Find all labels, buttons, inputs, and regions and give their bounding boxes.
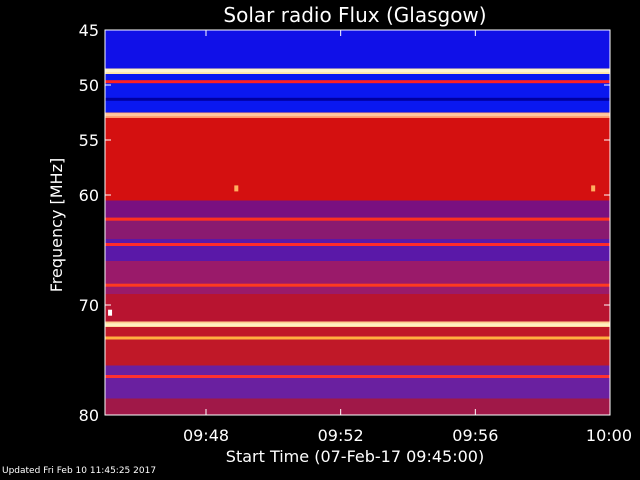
emission-line-8 (105, 336, 610, 340)
band-2 (105, 74, 610, 113)
y-tick-label-80: 80 (79, 406, 99, 425)
band-7 (105, 239, 610, 261)
x-tick-label-3: 10:00 (586, 426, 632, 445)
y-axis-ticks: 45 50 55 60 70 80 (79, 21, 610, 425)
emission-line-6 (105, 283, 610, 287)
y-tick-label-60: 60 (79, 186, 99, 205)
emission-line-9 (105, 375, 610, 378)
emission-line-7 (105, 323, 610, 327)
y-tick-label-45: 45 (79, 21, 99, 40)
band-6 (105, 217, 610, 239)
emission-line-0 (105, 69, 610, 73)
chart-title: Solar radio Flux (Glasgow) (223, 3, 486, 27)
band-5 (105, 200, 610, 217)
band-11 (105, 327, 610, 366)
band-12 (105, 365, 610, 399)
x-tick-label-2: 09:56 (452, 426, 498, 445)
spectrogram-plot (104, 29, 611, 416)
emission-line-2 (105, 97, 610, 101)
y-tick-label-50: 50 (79, 76, 99, 95)
band-9 (105, 294, 610, 322)
burst-marker-1 (591, 185, 596, 192)
band-4 (105, 118, 610, 201)
emission-line-4 (105, 217, 610, 221)
updated-timestamp: Updated Fri Feb 10 11:45:25 2017 (2, 466, 157, 476)
y-axis-label: Frequency [MHz] (47, 158, 66, 292)
burst-marker-2 (108, 309, 113, 316)
band-13 (105, 398, 610, 415)
band-0 (105, 30, 610, 69)
emission-line-1 (105, 80, 610, 84)
burst-marker-0 (234, 185, 239, 192)
band-8 (105, 261, 610, 294)
x-axis-label: Start Time (07-Feb-17 09:45:00) (226, 447, 484, 466)
x-axis-ticks: 09:48 09:52 09:56 10:00 (183, 30, 632, 445)
emission-line-3 (105, 113, 610, 117)
x-tick-label-1: 09:52 (318, 426, 364, 445)
y-tick-label-55: 55 (79, 131, 99, 150)
emission-line-5 (105, 243, 610, 246)
x-tick-label-0: 09:48 (183, 426, 229, 445)
y-tick-label-70: 70 (79, 296, 99, 315)
plot-frame (104, 29, 611, 416)
